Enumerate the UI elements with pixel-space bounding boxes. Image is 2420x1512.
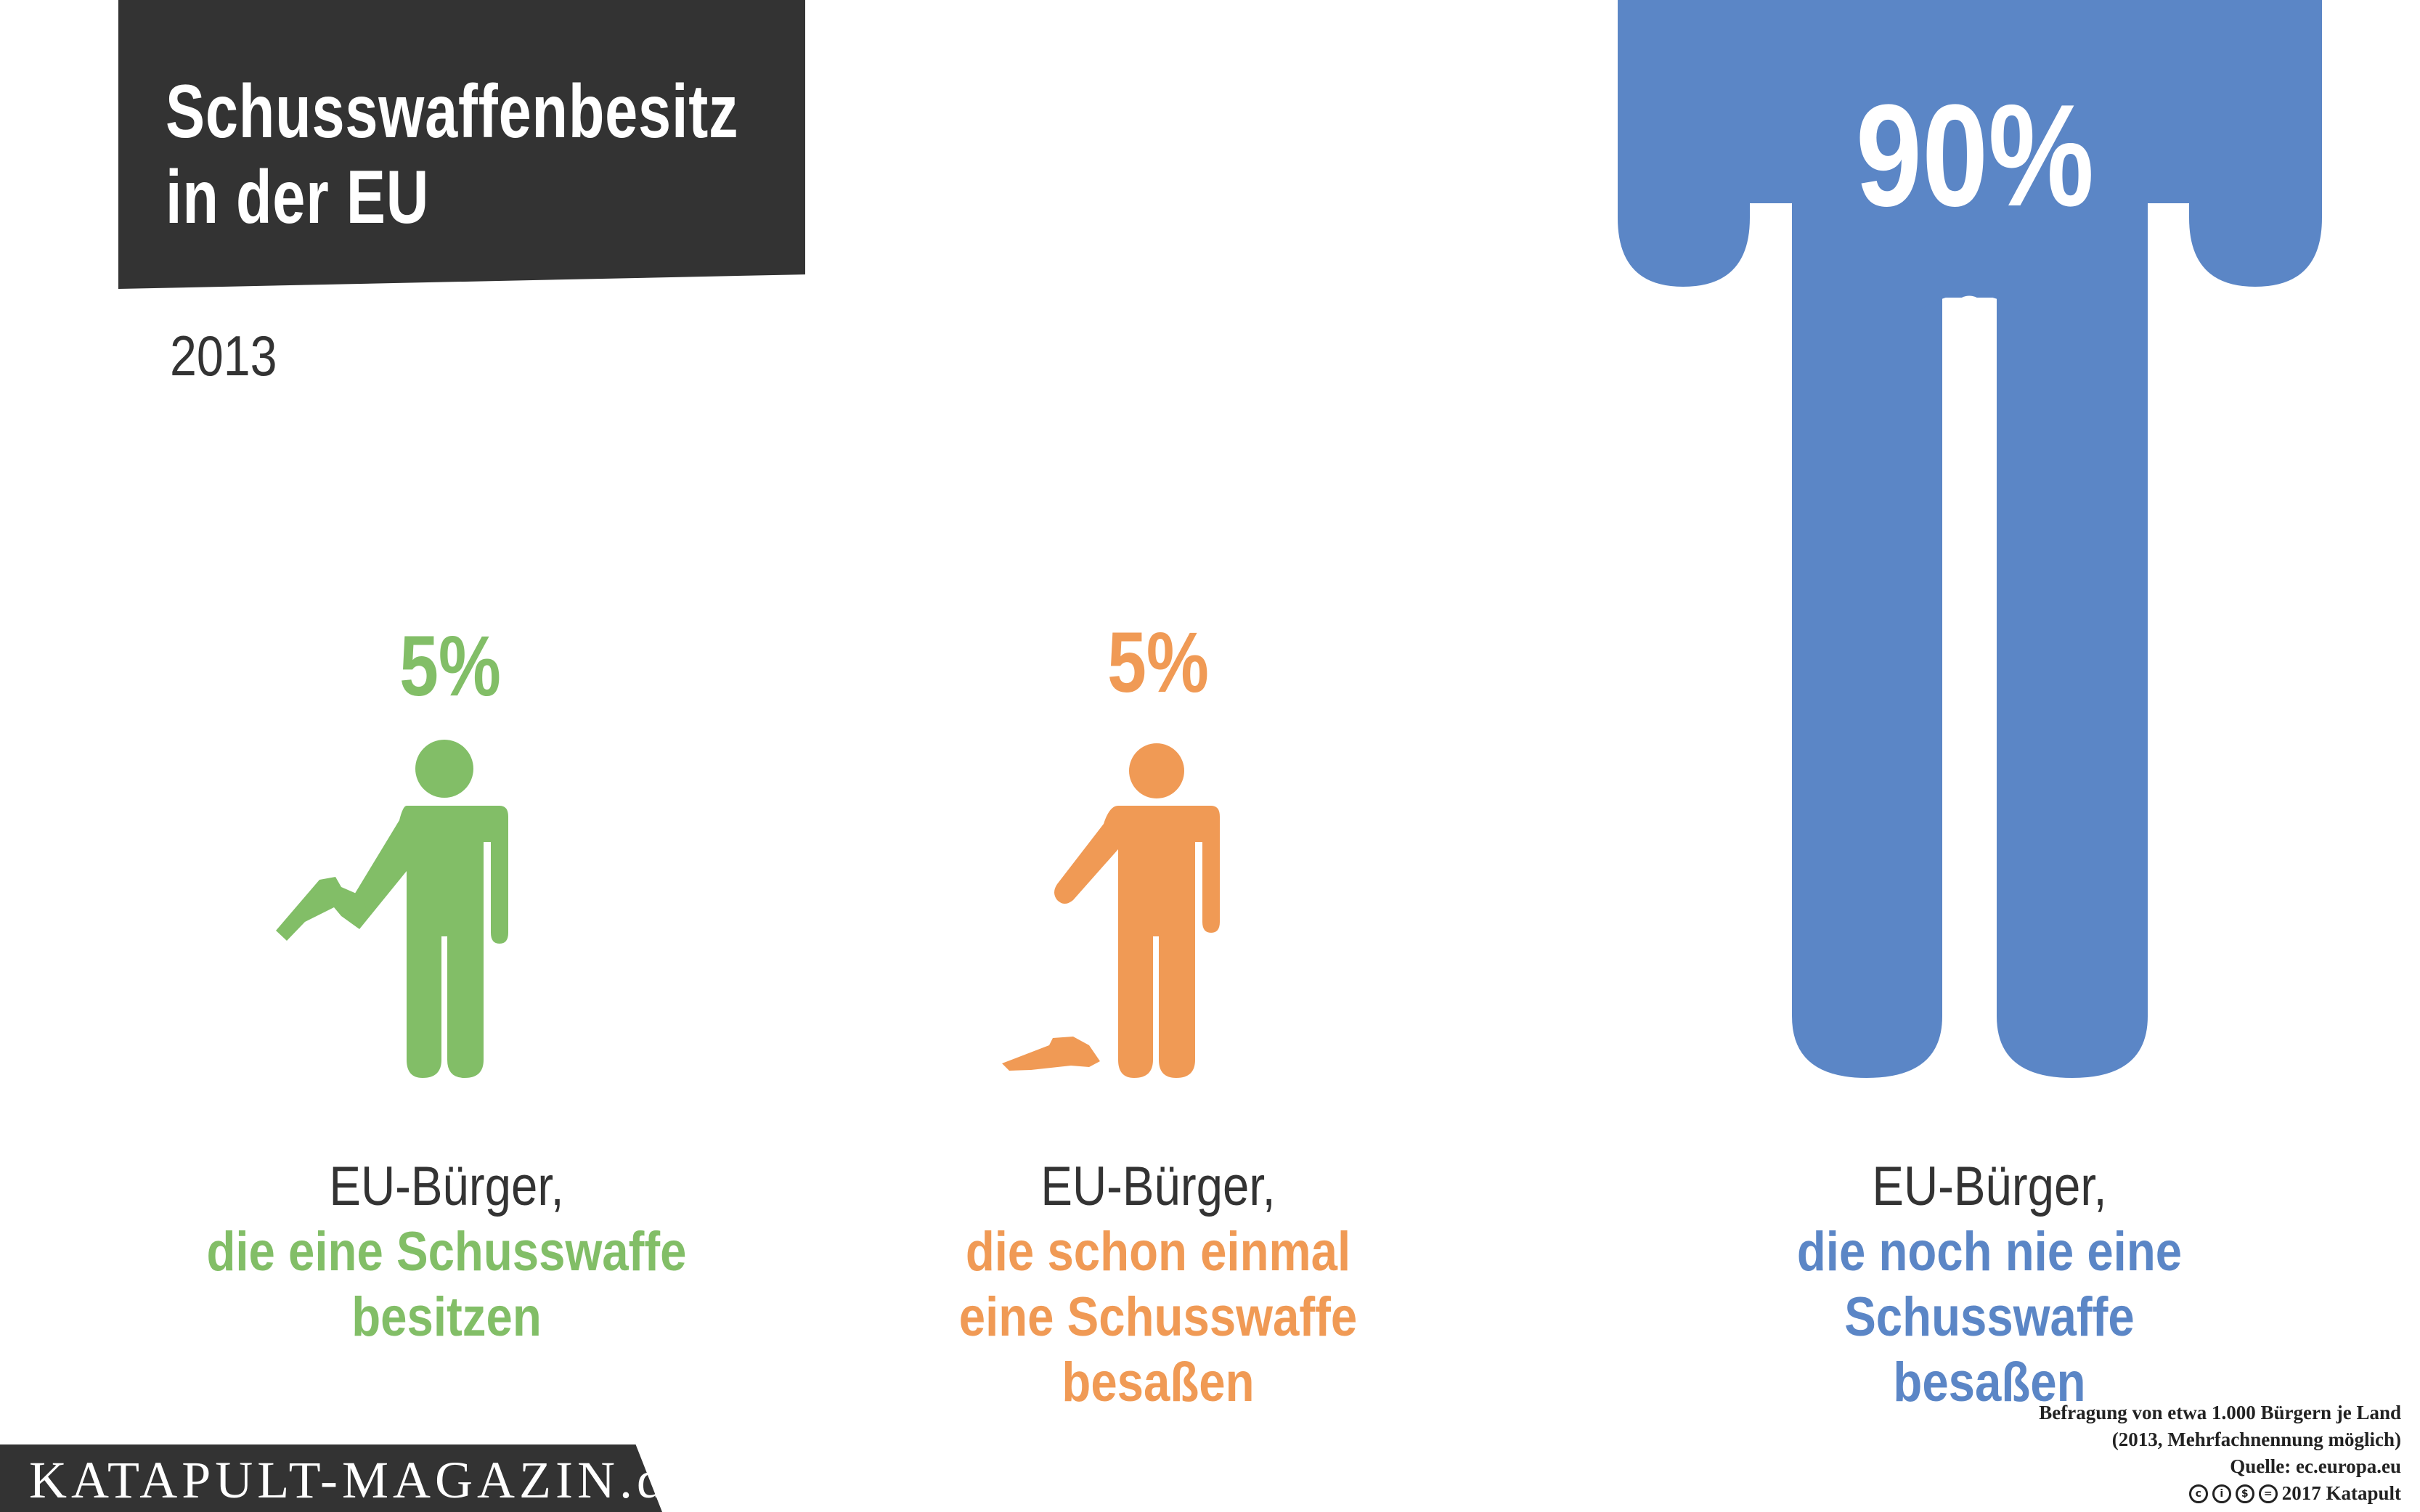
green-description-lead: EU-Bürger, bbox=[329, 1156, 564, 1217]
license-text: 2017 Katapult bbox=[2281, 1482, 2401, 1504]
blue-person-right-leg bbox=[1997, 276, 2148, 1078]
blue-description-line-1: die noch nie eine Schusswaffe bbox=[1796, 1221, 2183, 1348]
nd-icon: = bbox=[2258, 1484, 2278, 1503]
blue-percentage-label: 90% bbox=[1855, 75, 2095, 237]
brand-box bbox=[0, 1444, 662, 1512]
source-line-3: Quelle: ec.europa.eu bbox=[2230, 1455, 2401, 1477]
orange-person-dropped-gun-icon bbox=[1002, 743, 1220, 1078]
orange-person-body bbox=[1054, 806, 1220, 1078]
source-note: Befragung von etwa 1.000 Bürgern je Land… bbox=[2039, 1399, 2401, 1507]
blue-description-line-2: besaßen bbox=[1893, 1352, 2086, 1413]
orange-description-line-2: eine Schusswaffe bbox=[958, 1286, 1358, 1348]
orange-description-line-1: die schon einmal bbox=[965, 1221, 1351, 1283]
license-row: c i $ = 2017 Katapult bbox=[2039, 1480, 2401, 1507]
green-gun-icon bbox=[276, 877, 367, 941]
orange-description: EU-Bürger, die schon einmal eine Schussw… bbox=[908, 1154, 1408, 1415]
green-percentage-label: 5% bbox=[399, 618, 501, 714]
title-line-2: in der EU bbox=[166, 155, 430, 240]
orange-description-line-3: besaßen bbox=[1062, 1352, 1255, 1413]
orange-gun-icon bbox=[1002, 1037, 1100, 1071]
source-line-1: Befragung von etwa 1.000 Bürgern je Land bbox=[2039, 1402, 2401, 1423]
chart-title: Schusswaffenbesitz in der EU bbox=[166, 69, 739, 240]
orange-person-head bbox=[1129, 743, 1184, 798]
green-description-line-1: die eine Schusswaffe bbox=[206, 1221, 687, 1283]
blue-description: EU-Bürger, die noch nie eine Schusswaffe… bbox=[1649, 1154, 2329, 1415]
nc-icon: $ bbox=[2235, 1484, 2254, 1503]
cc-icon: c bbox=[2188, 1484, 2208, 1503]
blue-person-right-arm bbox=[2189, 0, 2322, 287]
blue-description-lead: EU-Bürger, bbox=[1872, 1156, 2107, 1217]
green-description-line-2: besitzen bbox=[351, 1286, 542, 1348]
blue-person-left-arm bbox=[1618, 0, 1750, 287]
by-icon: i bbox=[2212, 1484, 2231, 1503]
blue-person-icon bbox=[1618, 0, 2322, 1078]
year-label: 2013 bbox=[170, 324, 277, 388]
green-person-body bbox=[341, 806, 508, 1078]
blue-person-left-leg bbox=[1792, 276, 1942, 1078]
title-box bbox=[118, 0, 805, 289]
title-line-1: Schusswaffenbesitz bbox=[166, 70, 739, 154]
green-description: EU-Bürger, die eine Schusswaffe besitzen bbox=[197, 1154, 696, 1350]
orange-percentage-label: 5% bbox=[1107, 615, 1209, 711]
orange-description-lead: EU-Bürger, bbox=[1040, 1156, 1276, 1217]
green-person-head bbox=[415, 740, 473, 798]
brand-label: KATAPULT-MAGAZIN.de bbox=[29, 1451, 695, 1509]
green-person-holding-gun-icon bbox=[276, 740, 508, 1078]
source-line-2: (2013, Mehrfachnennung möglich) bbox=[2111, 1429, 2401, 1450]
